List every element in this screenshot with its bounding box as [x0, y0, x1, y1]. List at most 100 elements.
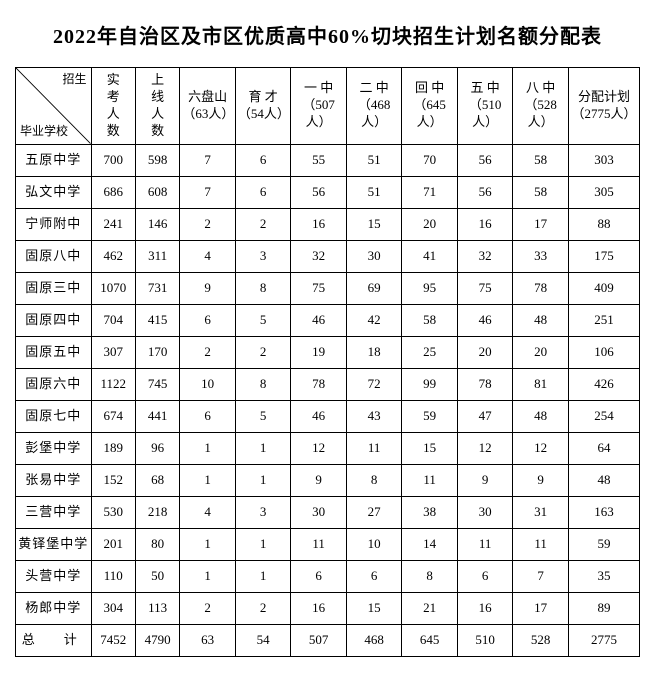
cell-value: 1: [235, 528, 291, 560]
cell-value: 78: [513, 272, 569, 304]
row-name: 宁师附中: [16, 208, 92, 240]
cell-value: 7452: [91, 624, 135, 656]
cell-value: 6: [457, 560, 513, 592]
cell-value: 70: [402, 144, 458, 176]
column-header: 分配计划（2775人）: [568, 68, 639, 145]
cell-value: 48: [513, 400, 569, 432]
cell-value: 170: [135, 336, 179, 368]
cell-value: 64: [568, 432, 639, 464]
table-row: 固原六中11227451087872997881426: [16, 368, 640, 400]
cell-value: 43: [346, 400, 402, 432]
cell-value: 2: [180, 336, 236, 368]
cell-value: 20: [457, 336, 513, 368]
cell-value: 56: [291, 176, 347, 208]
cell-value: 48: [568, 464, 639, 496]
row-name: 五原中学: [16, 144, 92, 176]
cell-value: 201: [91, 528, 135, 560]
cell-value: 5: [235, 304, 291, 336]
col-sublabel: （54人）: [238, 106, 290, 121]
cell-value: 88: [568, 208, 639, 240]
table-header-row: 招生 毕业学校 实考人数上线人数六盘山（63人）育 才（54人）一 中（507人…: [16, 68, 640, 145]
cell-value: 30: [457, 496, 513, 528]
row-name: 固原五中: [16, 336, 92, 368]
cell-value: 304: [91, 592, 135, 624]
cell-value: 6: [291, 560, 347, 592]
cell-value: 42: [346, 304, 402, 336]
cell-value: 218: [135, 496, 179, 528]
cell-value: 251: [568, 304, 639, 336]
col-sublabel: （2775人）: [571, 106, 636, 121]
cell-value: 307: [91, 336, 135, 368]
table-row: 五原中学700598765551705658303: [16, 144, 640, 176]
cell-value: 46: [291, 400, 347, 432]
cell-value: 645: [402, 624, 458, 656]
cell-value: 175: [568, 240, 639, 272]
cell-value: 12: [457, 432, 513, 464]
col-label: 八 中: [526, 80, 555, 95]
diagonal-header: 招生 毕业学校: [16, 68, 92, 145]
cell-value: 95: [402, 272, 458, 304]
cell-value: 30: [291, 496, 347, 528]
cell-value: 16: [457, 592, 513, 624]
cell-value: 598: [135, 144, 179, 176]
table-row: 三营中学530218433027383031163: [16, 496, 640, 528]
col-sublabel: （645人）: [413, 97, 446, 129]
cell-value: 20: [402, 208, 458, 240]
cell-value: 7: [180, 176, 236, 208]
cell-value: 59: [568, 528, 639, 560]
cell-value: 10: [180, 368, 236, 400]
cell-value: 96: [135, 432, 179, 464]
cell-value: 510: [457, 624, 513, 656]
row-name: 固原四中: [16, 304, 92, 336]
cell-value: 1: [235, 432, 291, 464]
col-label: 六盘山: [188, 89, 227, 104]
table-row: 固原五中307170221918252020106: [16, 336, 640, 368]
cell-value: 46: [291, 304, 347, 336]
cell-value: 4: [180, 240, 236, 272]
cell-value: 71: [402, 176, 458, 208]
cell-value: 4790: [135, 624, 179, 656]
cell-value: 31: [513, 496, 569, 528]
cell-value: 303: [568, 144, 639, 176]
column-header: 二 中（468人）: [346, 68, 402, 145]
row-name: 杨郎中学: [16, 592, 92, 624]
cell-value: 1: [180, 432, 236, 464]
col-label: 二 中: [359, 80, 388, 95]
cell-value: 189: [91, 432, 135, 464]
cell-value: 75: [291, 272, 347, 304]
row-name: 头营中学: [16, 560, 92, 592]
cell-value: 305: [568, 176, 639, 208]
cell-value: 12: [513, 432, 569, 464]
cell-value: 468: [346, 624, 402, 656]
column-header: 回 中 （645人）: [402, 68, 458, 145]
row-name: 张易中学: [16, 464, 92, 496]
cell-value: 462: [91, 240, 135, 272]
col-sublabel: （528人）: [524, 97, 557, 129]
cell-value: 63: [180, 624, 236, 656]
cell-value: 32: [291, 240, 347, 272]
cell-value: 426: [568, 368, 639, 400]
cell-value: 3: [235, 496, 291, 528]
cell-value: 78: [291, 368, 347, 400]
row-name: 总 计: [16, 624, 92, 656]
cell-value: 6: [235, 144, 291, 176]
cell-value: 32: [457, 240, 513, 272]
cell-value: 33: [513, 240, 569, 272]
col-label: 回 中: [415, 80, 444, 95]
row-name: 弘文中学: [16, 176, 92, 208]
cell-value: 18: [346, 336, 402, 368]
cell-value: 3: [235, 240, 291, 272]
cell-value: 1: [180, 528, 236, 560]
cell-value: 10: [346, 528, 402, 560]
cell-value: 25: [402, 336, 458, 368]
table-row: 黄铎堡中学2018011111014111159: [16, 528, 640, 560]
cell-value: 8: [346, 464, 402, 496]
cell-value: 110: [91, 560, 135, 592]
cell-value: 17: [513, 208, 569, 240]
cell-value: 674: [91, 400, 135, 432]
cell-value: 38: [402, 496, 458, 528]
table-row: 头营中学11050116686735: [16, 560, 640, 592]
cell-value: 9: [291, 464, 347, 496]
cell-value: 47: [457, 400, 513, 432]
cell-value: 11: [513, 528, 569, 560]
